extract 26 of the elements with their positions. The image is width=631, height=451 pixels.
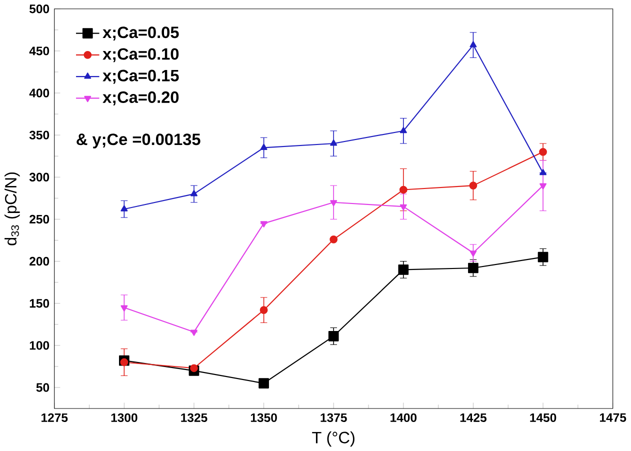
annotation: & y;Ce =0.00135 [76, 134, 200, 148]
y-tick-label: 350 [29, 130, 50, 140]
y-tick-label: 400 [29, 88, 50, 98]
legend-label: x;Ca=0.15 [102, 70, 179, 84]
x-tick-label: 1425 [460, 413, 486, 422]
y-tick-label: 100 [30, 341, 50, 350]
x-tick-label: 1325 [181, 413, 208, 422]
y-tick-label: 150 [30, 298, 50, 308]
x-axis-title: T (°C) [312, 431, 354, 447]
x-tick-label: 1350 [250, 413, 277, 422]
y-tick-label: 250 [30, 214, 50, 224]
legend-label: x;Ca=0.05 [102, 26, 179, 40]
x-tick-label: 1300 [111, 413, 138, 422]
legend-label: x;Ca=0.20 [102, 91, 179, 106]
y-tick-label: 300 [29, 172, 50, 182]
y-tick-label: 500 [30, 4, 50, 14]
x-tick-label: 1400 [390, 413, 417, 422]
y-tick-label: 450 [29, 46, 50, 56]
y-axis-title: d$_{33}$ (pC/N) [4, 172, 20, 246]
y-tick-label: 50 [36, 383, 50, 392]
x-tick-label: 1475 [600, 413, 626, 422]
x-tick-label: 1450 [530, 413, 556, 422]
x-tick-label: 1275 [42, 413, 68, 422]
legend-label: x;Ca=0.10 [102, 48, 179, 62]
y-tick-label: 200 [30, 256, 50, 266]
x-tick-label: 1375 [320, 413, 347, 422]
